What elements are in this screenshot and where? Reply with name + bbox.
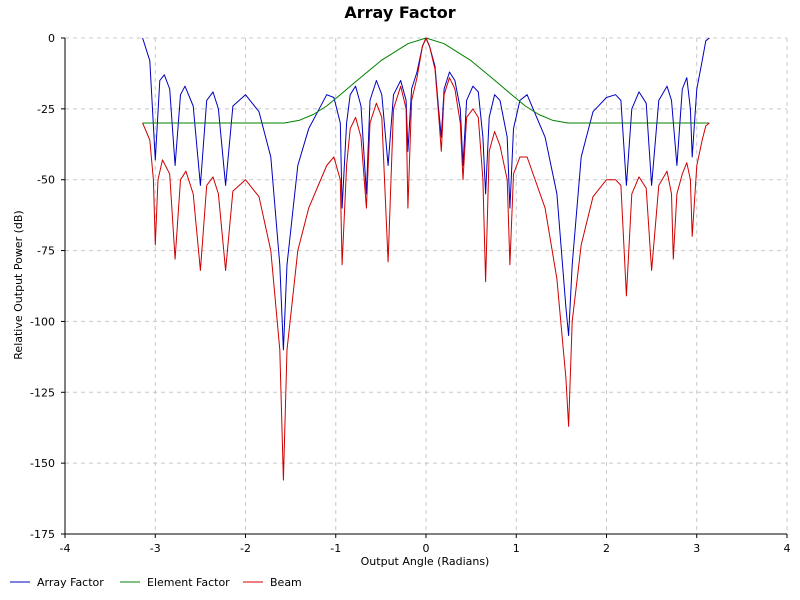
x-tick-label-2: -2 (240, 542, 251, 555)
axes (61, 37, 788, 538)
y-tick-label-4: -100 (30, 315, 55, 328)
y-axis-label: Relative Output Power (dB) (12, 210, 25, 359)
legend-label-beam: Beam (270, 576, 302, 589)
y-tick-label-6: -150 (30, 457, 55, 470)
x-tick-label-4: 0 (423, 542, 430, 555)
y-tick-label-3: -75 (37, 245, 55, 258)
x-tick-label-0: -4 (60, 542, 71, 555)
y-tick-label-5: -125 (30, 386, 55, 399)
legend-label-array-factor: Array Factor (37, 576, 104, 589)
series-lines (142, 37, 710, 481)
x-tick-label-3: -1 (330, 542, 341, 555)
x-tick-label-6: 2 (603, 542, 610, 555)
series-line-beam (142, 37, 710, 481)
x-axis-label: Output Angle (Radians) (361, 555, 490, 568)
tick-labels: -4 -3 -2 -1 0 1 2 3 4 0 -25 -50 -75 -100 -125 -150 -175 (30, 32, 790, 555)
y-tick-label-0: 0 (48, 32, 55, 45)
x-tick-label-7: 3 (693, 542, 700, 555)
y-tick-label-2: -50 (37, 174, 55, 187)
x-tick-label-1: -3 (150, 542, 161, 555)
legend-label-element-factor: Element Factor (147, 576, 230, 589)
x-tick-label-8: 4 (784, 542, 791, 555)
y-tick-label-7: -175 (30, 528, 55, 541)
x-tick-label-5: 1 (513, 542, 520, 555)
chart-title: Array Factor (344, 3, 455, 22)
legend: Array Factor Element Factor Beam (10, 576, 302, 589)
y-tick-label-1: -25 (37, 103, 55, 116)
grid (65, 37, 788, 535)
